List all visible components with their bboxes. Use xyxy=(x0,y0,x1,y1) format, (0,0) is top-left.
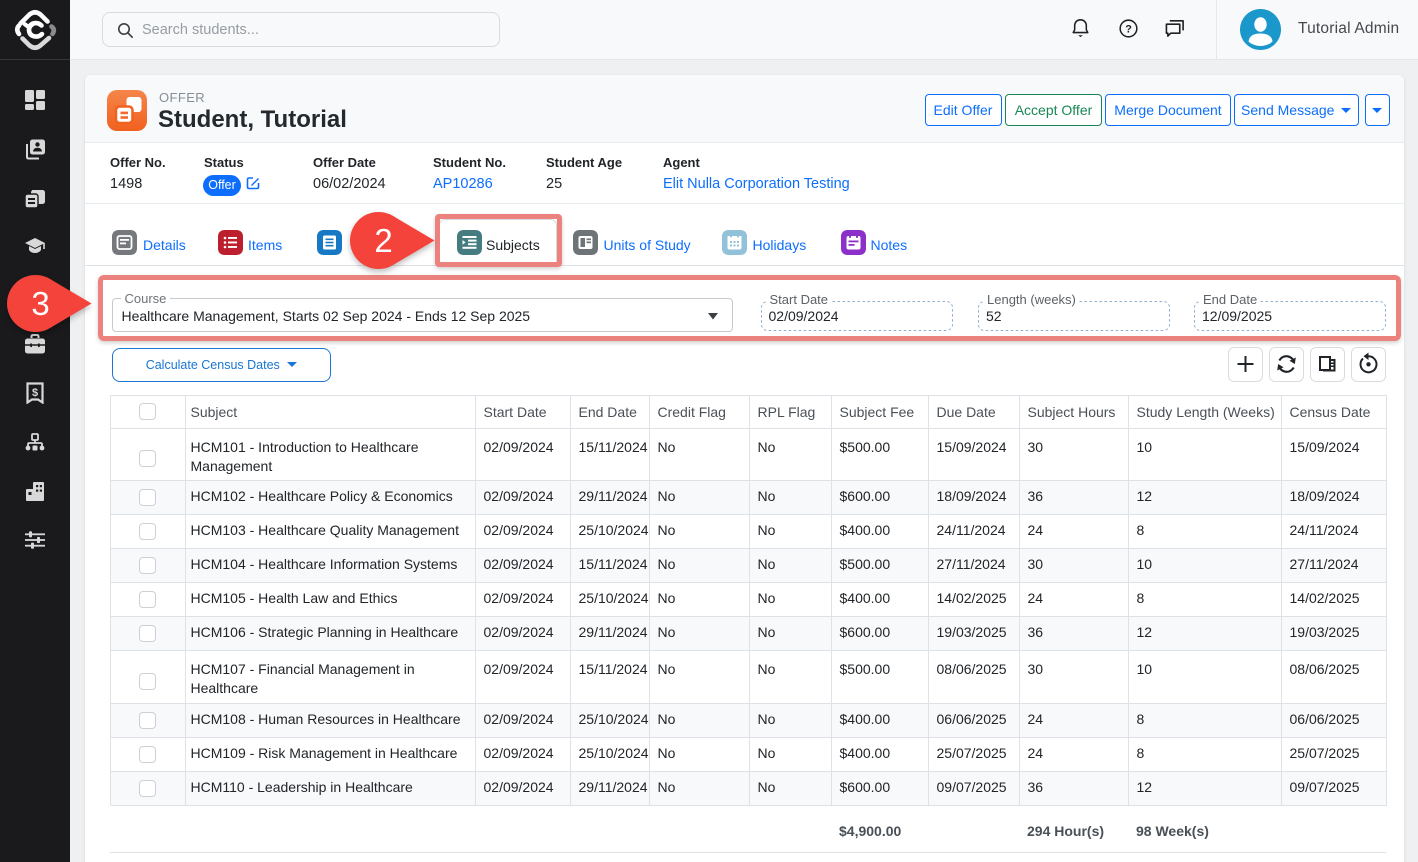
svg-text:?: ? xyxy=(1125,24,1132,36)
svg-text:$: $ xyxy=(32,387,38,399)
